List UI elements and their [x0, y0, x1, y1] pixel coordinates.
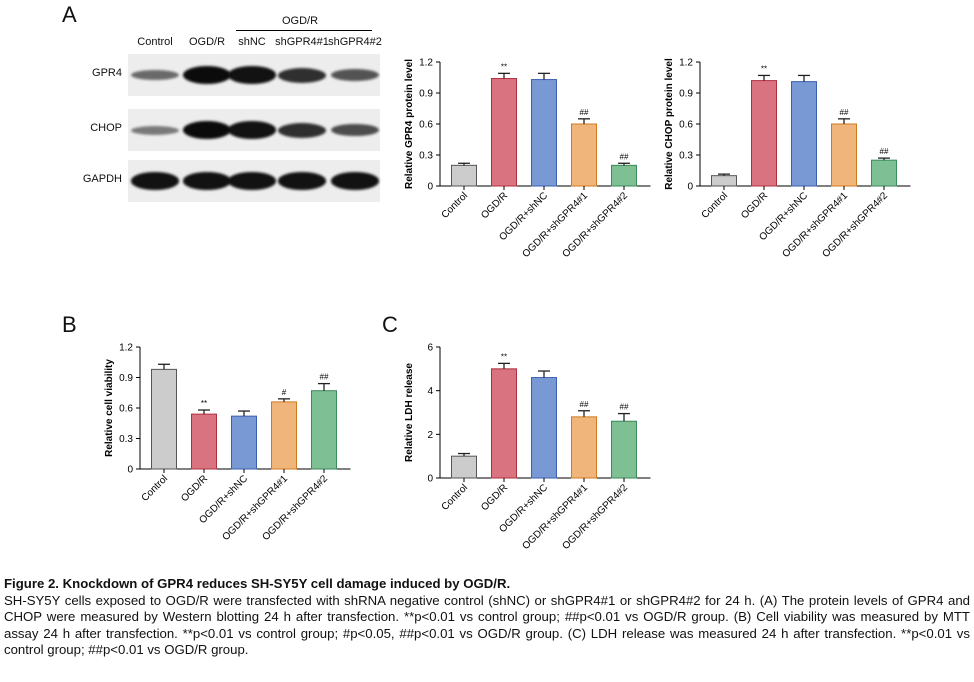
y-tick-label: 0.6	[419, 120, 433, 131]
y-axis-label: Relative GPR4 protein level	[404, 59, 415, 189]
y-tick-label: 4	[427, 386, 433, 397]
y-tick-label: 0	[687, 182, 693, 193]
bar	[611, 420, 637, 479]
y-tick-label: 0.9	[679, 89, 693, 100]
chart-gpr4-protein: 0 0.3 0.6 0.9 1.2 Relative GPR4 protein level…	[404, 58, 651, 260]
y-tick-label: 0.9	[119, 373, 133, 384]
wb-band	[278, 122, 326, 138]
bar	[531, 377, 557, 479]
y-axis-label: Relative CHOP protein level	[664, 58, 675, 190]
significance-label: ##	[320, 373, 329, 382]
significance-label: #	[282, 388, 287, 397]
wb-band	[331, 172, 379, 190]
panel-letter-c: C	[382, 312, 398, 337]
x-tick-label: Control	[440, 190, 471, 221]
wb-group-header: OGD/R	[282, 15, 319, 27]
x-tick-label: Control	[440, 482, 471, 513]
significance-label: **	[201, 399, 207, 408]
x-tick-label: OGD/R	[179, 473, 210, 504]
wb-row-label: CHOP	[90, 122, 122, 134]
wb-band	[131, 125, 179, 135]
bar	[491, 368, 517, 479]
wb-band	[228, 66, 276, 84]
bar	[571, 123, 597, 187]
wb-band	[331, 69, 379, 81]
y-tick-label: 2	[427, 430, 433, 441]
y-tick-label: 0.6	[679, 120, 693, 131]
y-tick-label: 1.2	[419, 58, 433, 69]
y-tick-label: 1.2	[119, 343, 133, 354]
x-tick-label: Control	[140, 473, 171, 504]
significance-label: ##	[840, 108, 849, 117]
bar	[531, 79, 557, 187]
figure-caption: Figure 2. Knockdown of GPR4 reduces SH-S…	[4, 576, 970, 659]
y-axis-label: Relative cell viability	[104, 359, 115, 457]
x-tick-label: OGD/R	[479, 190, 510, 221]
y-tick-label: 0	[427, 182, 433, 193]
wb-band	[183, 121, 231, 139]
wb-band	[228, 121, 276, 139]
panel-letter-b: B	[62, 312, 77, 337]
wb-lane-label: shNC	[238, 36, 266, 48]
x-tick-label: OGD/R	[739, 190, 770, 221]
y-tick-label: 0	[427, 474, 433, 485]
wb-band	[183, 172, 231, 190]
chart-chop-protein: 0 0.3 0.6 0.9 1.2 Relative CHOP protein level…	[664, 58, 911, 260]
significance-label: **	[501, 62, 507, 71]
wb-lane-label: shGPR4#1	[275, 36, 329, 48]
significance-label: ##	[620, 403, 629, 412]
wb-band	[183, 66, 231, 84]
bar	[451, 164, 477, 187]
caption-title: Figure 2. Knockdown of GPR4 reduces SH-S…	[4, 576, 511, 591]
bar	[831, 123, 857, 187]
significance-label: ##	[580, 108, 589, 117]
significance-label: **	[501, 352, 507, 361]
wb-row-label: GAPDH	[82, 173, 122, 185]
wb-lane-label: shGPR4#2	[328, 36, 382, 48]
panel-letter-a: A	[62, 2, 77, 27]
bar	[271, 401, 297, 470]
wb-group-line	[236, 30, 372, 31]
bar	[751, 80, 777, 187]
bar	[611, 164, 637, 187]
x-tick-label: OGD/R	[479, 482, 510, 513]
wb-band	[331, 123, 379, 137]
wb-lane-label: OGD/R	[188, 36, 226, 48]
bar	[711, 175, 737, 187]
bar	[871, 159, 897, 187]
wb-band	[278, 67, 326, 83]
wb-band	[278, 172, 326, 190]
chart-cell-viability: 0 0.3 0.6 0.9 1.2 Relative cell viability Cont…	[104, 343, 351, 543]
y-tick-label: 0.3	[119, 434, 133, 445]
bar	[451, 455, 477, 479]
y-tick-label: 6	[427, 343, 433, 354]
caption-body: SH-SY5Y cells exposed to OGD/R were tran…	[4, 592, 970, 658]
bar	[311, 390, 337, 470]
bar	[491, 78, 517, 187]
bar	[791, 81, 817, 187]
bar	[231, 415, 257, 470]
wb-band	[228, 172, 276, 190]
bar	[571, 416, 597, 479]
significance-label: **	[761, 64, 767, 73]
wb-lane-label: Control	[137, 36, 173, 48]
y-tick-label: 0.9	[419, 89, 433, 100]
significance-label: ##	[580, 400, 589, 409]
wb-row-label: GPR4	[92, 67, 122, 79]
significance-label: ##	[880, 147, 889, 156]
wb-band	[131, 172, 179, 190]
bar	[191, 413, 217, 470]
y-tick-label: 1.2	[679, 58, 693, 69]
y-tick-label: 0	[127, 465, 133, 476]
y-axis-label: Relative LDH release	[404, 363, 415, 462]
y-tick-label: 0.3	[679, 151, 693, 162]
y-tick-label: 0.3	[419, 151, 433, 162]
y-tick-label: 0.6	[119, 404, 133, 415]
significance-label: ##	[620, 152, 629, 161]
wb-band	[131, 69, 179, 81]
bar	[151, 368, 177, 470]
x-tick-label: Control	[700, 190, 731, 221]
